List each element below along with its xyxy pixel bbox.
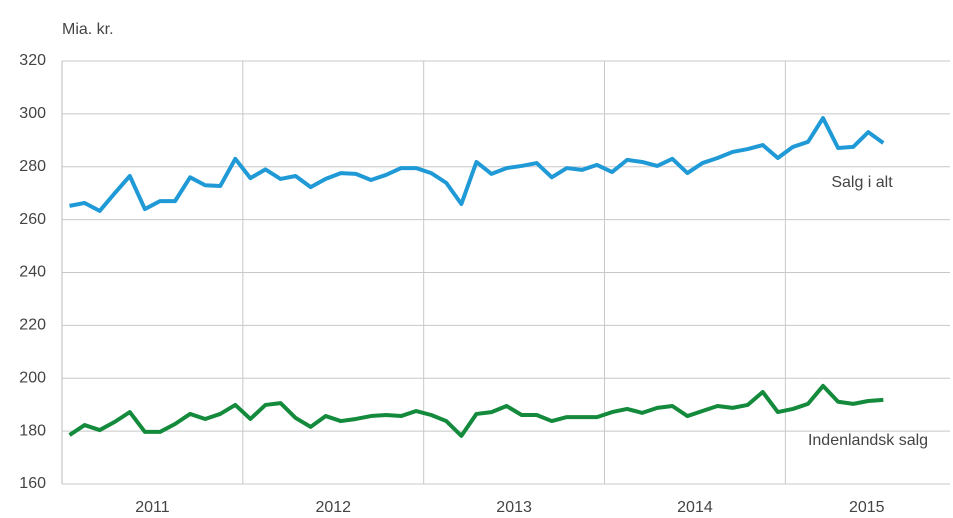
- y-tick-label: 320: [19, 52, 46, 69]
- series-line: [69, 116, 885, 213]
- x-tick-label: 2014: [677, 499, 713, 516]
- y-tick-label: 160: [19, 475, 46, 492]
- x-tick-label: 2011: [135, 499, 170, 516]
- series-line: [68, 383, 884, 438]
- y-tick-label: 260: [19, 211, 46, 228]
- x-tick-label: 2012: [315, 499, 351, 516]
- y-tick-label: 220: [19, 317, 46, 334]
- y-tick-label: 240: [19, 264, 46, 281]
- x-tick-label: 2015: [849, 499, 885, 516]
- y-axis-label: Mia. kr.: [62, 21, 114, 38]
- y-tick-label: 180: [19, 422, 46, 439]
- y-tick-label: 300: [19, 105, 46, 122]
- series-label: Indenlandsk salg: [808, 432, 928, 449]
- y-tick-label: 280: [19, 158, 46, 175]
- series-label: Salg i alt: [831, 174, 893, 191]
- y-tick-label: 200: [19, 369, 46, 386]
- x-tick-label: 2013: [496, 499, 532, 516]
